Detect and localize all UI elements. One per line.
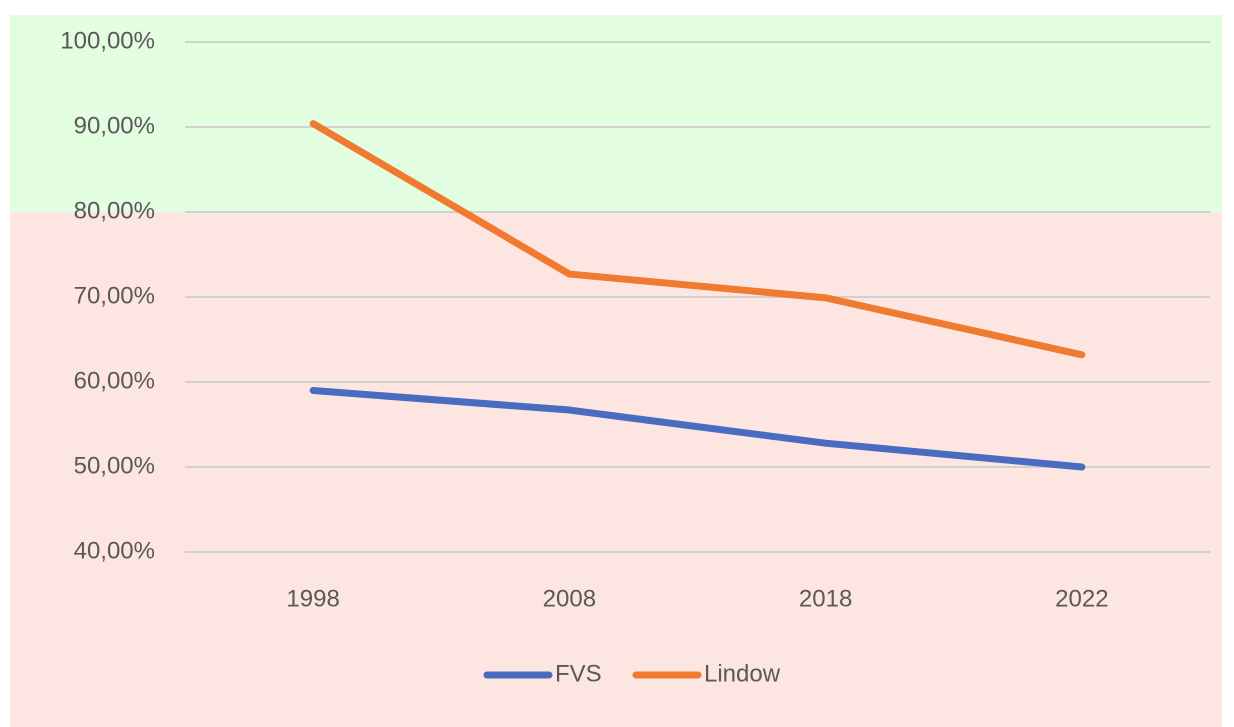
y-tick-label: 40,00%	[74, 537, 155, 564]
y-tick-label: 100,00%	[60, 27, 155, 54]
data-line	[309, 120, 1086, 359]
y-tick-label: 70,00%	[74, 282, 155, 309]
data-line	[309, 387, 1086, 471]
x-tick-label: 2018	[799, 585, 852, 612]
legend-label: Lindow	[704, 660, 781, 687]
x-tick-label: 2022	[1055, 585, 1108, 612]
x-tick-label: 1998	[286, 585, 339, 612]
y-tick-label: 50,00%	[74, 452, 155, 479]
legend-label: FVS	[555, 660, 602, 687]
y-tick-label: 90,00%	[74, 112, 155, 139]
y-tick-label: 60,00%	[74, 367, 155, 394]
x-tick-label: 2008	[543, 585, 596, 612]
highlight-band	[10, 15, 1222, 212]
y-tick-label: 80,00%	[74, 197, 155, 224]
